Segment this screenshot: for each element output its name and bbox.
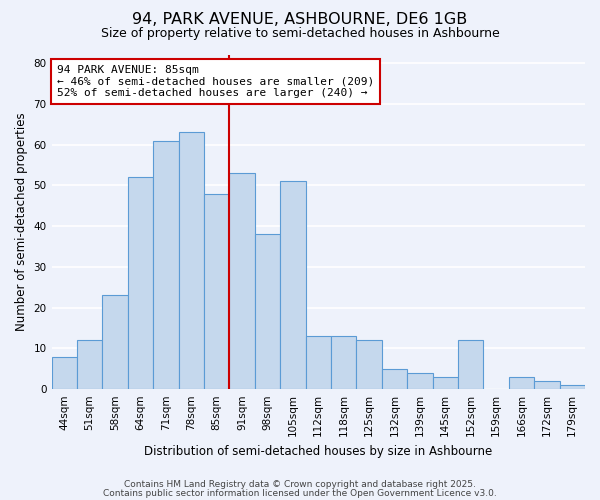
- Bar: [356, 340, 382, 389]
- Bar: [458, 340, 484, 389]
- Bar: [534, 381, 560, 389]
- Bar: [560, 385, 585, 389]
- Bar: [331, 336, 356, 389]
- Bar: [179, 132, 204, 389]
- Bar: [103, 296, 128, 389]
- Bar: [407, 373, 433, 389]
- Bar: [153, 140, 179, 389]
- Bar: [305, 336, 331, 389]
- Bar: [128, 178, 153, 389]
- Text: Contains public sector information licensed under the Open Government Licence v3: Contains public sector information licen…: [103, 488, 497, 498]
- Text: Contains HM Land Registry data © Crown copyright and database right 2025.: Contains HM Land Registry data © Crown c…: [124, 480, 476, 489]
- Bar: [52, 356, 77, 389]
- Bar: [280, 182, 305, 389]
- Bar: [255, 234, 280, 389]
- Bar: [382, 369, 407, 389]
- X-axis label: Distribution of semi-detached houses by size in Ashbourne: Distribution of semi-detached houses by …: [144, 444, 493, 458]
- Bar: [433, 377, 458, 389]
- Bar: [204, 194, 229, 389]
- Bar: [77, 340, 103, 389]
- Text: 94 PARK AVENUE: 85sqm
← 46% of semi-detached houses are smaller (209)
52% of sem: 94 PARK AVENUE: 85sqm ← 46% of semi-deta…: [57, 65, 374, 98]
- Bar: [509, 377, 534, 389]
- Bar: [229, 173, 255, 389]
- Y-axis label: Number of semi-detached properties: Number of semi-detached properties: [15, 113, 28, 332]
- Text: Size of property relative to semi-detached houses in Ashbourne: Size of property relative to semi-detach…: [101, 28, 499, 40]
- Text: 94, PARK AVENUE, ASHBOURNE, DE6 1GB: 94, PARK AVENUE, ASHBOURNE, DE6 1GB: [133, 12, 467, 28]
